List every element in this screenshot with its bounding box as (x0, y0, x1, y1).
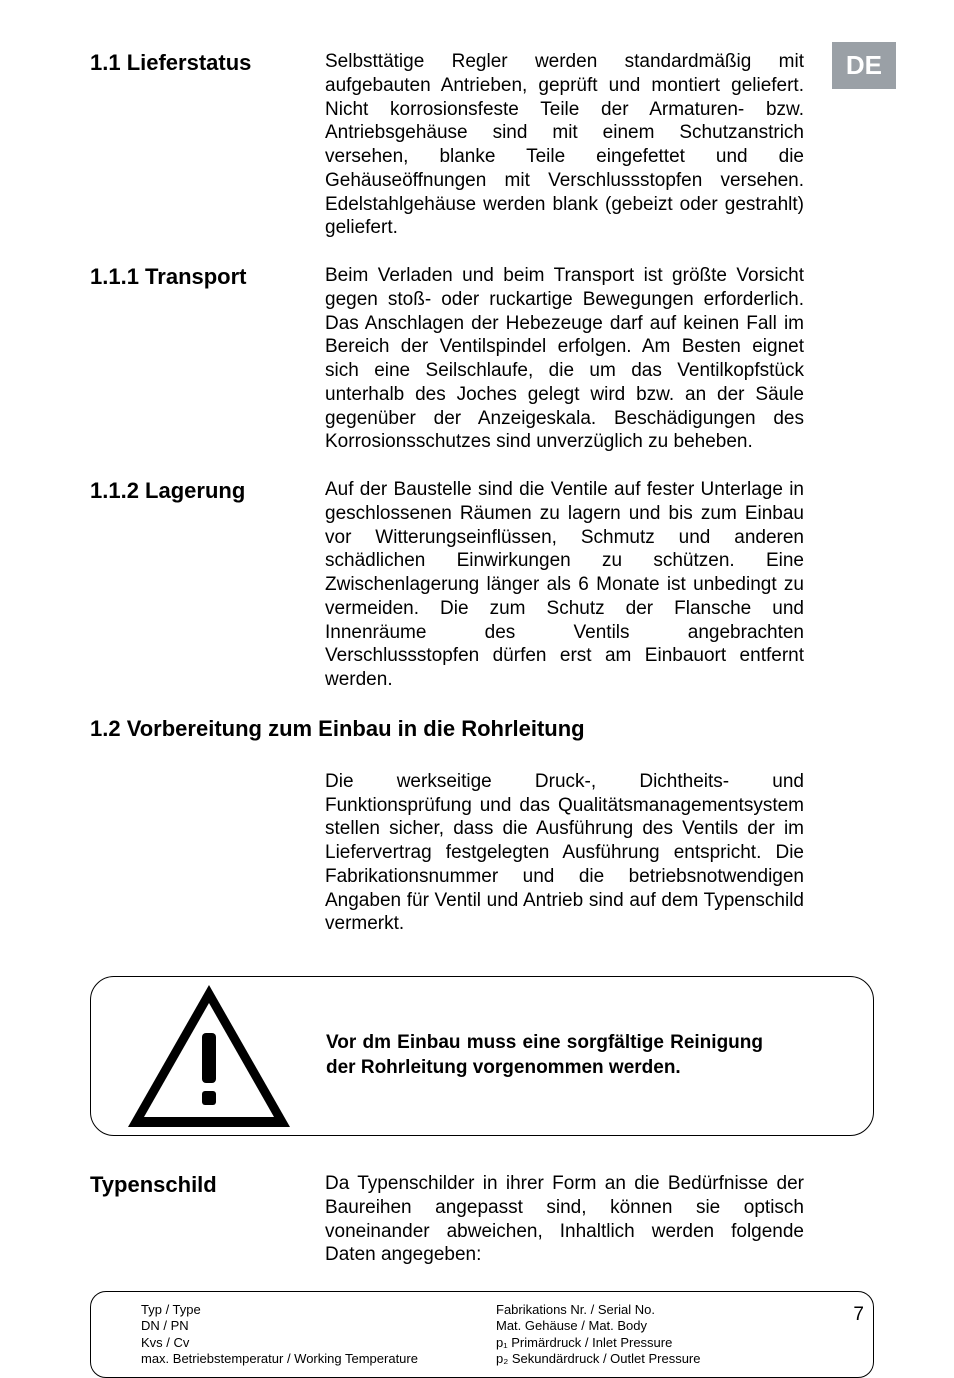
section-body-vorbereitung: Die werkseitige Druck-, Dichtheits- und … (325, 770, 874, 936)
warning-box: Vor dm Einbau muss eine sorgfältige Rein… (90, 976, 874, 1136)
section-body: Selbsttätige Regler werden standardmäßig… (325, 50, 874, 240)
section-heading: 1.1.1 Transport (90, 264, 325, 454)
section-typenschild: Typenschild Da Typenschilder in ihrer Fo… (90, 1172, 874, 1267)
nameplate-col-left: Typ / Type DN / PN Kvs / Cv max. Betrieb… (141, 1302, 496, 1367)
section-body: Auf der Baustelle sind die Ventile auf f… (325, 478, 874, 692)
nameplate-line: Typ / Type (141, 1302, 496, 1318)
warning-text: Vor dm Einbau muss eine sorgfältige Rein… (326, 1031, 873, 1080)
nameplate-box: Typ / Type DN / PN Kvs / Cv max. Betrieb… (90, 1291, 874, 1378)
nameplate-line: max. Betriebstemperatur / Working Temper… (141, 1351, 496, 1367)
nameplate-line: Fabrikations Nr. / Serial No. (496, 1302, 851, 1318)
section-heading-vorbereitung: 1.2 Vorbereitung zum Einbau in die Rohrl… (90, 716, 874, 742)
nameplate-line: Kvs / Cv (141, 1335, 496, 1351)
nameplate-col-right: Fabrikations Nr. / Serial No. Mat. Gehäu… (496, 1302, 851, 1367)
section-transport: 1.1.1 Transport Beim Verladen und beim T… (90, 264, 874, 454)
warning-icon-cell (91, 981, 326, 1131)
nameplate-line: p₁ Primärdruck / Inlet Pressure (496, 1335, 851, 1351)
nameplate-line: DN / PN (141, 1318, 496, 1334)
section-heading: 1.1.2 Lagerung (90, 478, 325, 692)
warning-icon (124, 981, 294, 1131)
section-body: Da Typenschilder in ihrer Form an die Be… (325, 1172, 874, 1267)
nameplate-line: Mat. Gehäuse / Mat. Body (496, 1318, 851, 1334)
section-lieferstatus: 1.1 Lieferstatus Selbsttätige Regler wer… (90, 50, 874, 240)
nameplate-line: p₂ Sekundärdruck / Outlet Pressure (496, 1351, 851, 1367)
page-number: 7 (853, 1304, 864, 1326)
language-badge: DE (832, 42, 896, 89)
section-heading: Typenschild (90, 1172, 325, 1267)
section-body: Beim Verladen und beim Transport ist grö… (325, 264, 874, 454)
section-lagerung: 1.1.2 Lagerung Auf der Baustelle sind di… (90, 478, 874, 692)
section-heading: 1.1 Lieferstatus (90, 50, 325, 240)
